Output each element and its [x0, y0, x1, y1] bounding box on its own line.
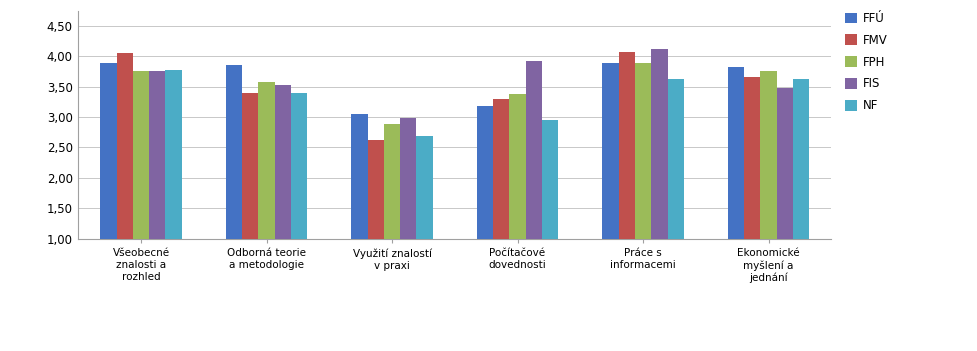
Bar [651, 49, 667, 239]
Bar [602, 64, 617, 239]
Bar [149, 71, 165, 239]
Bar [776, 88, 792, 239]
Legend: FFÚ, FMV, FPH, FIS, NF: FFÚ, FMV, FPH, FIS, NF [844, 12, 886, 112]
Bar [759, 71, 776, 239]
Bar [116, 53, 133, 239]
Bar [492, 99, 509, 239]
Bar [165, 69, 182, 239]
Bar [351, 114, 367, 239]
Bar [241, 93, 258, 239]
Bar [133, 71, 149, 239]
Bar [509, 94, 526, 239]
Bar [226, 65, 241, 239]
Bar [617, 52, 634, 239]
Bar [541, 120, 558, 239]
Bar [476, 106, 492, 239]
Bar [275, 85, 291, 239]
Bar [258, 82, 275, 239]
Bar [667, 79, 683, 239]
Bar [291, 93, 307, 239]
Bar [416, 137, 433, 239]
Bar [526, 61, 541, 239]
Bar [100, 64, 116, 239]
Bar [743, 78, 759, 239]
Bar [383, 124, 400, 239]
Bar [727, 67, 743, 239]
Bar [367, 140, 383, 239]
Bar [792, 79, 809, 239]
Bar [400, 118, 416, 239]
Bar [634, 64, 651, 239]
